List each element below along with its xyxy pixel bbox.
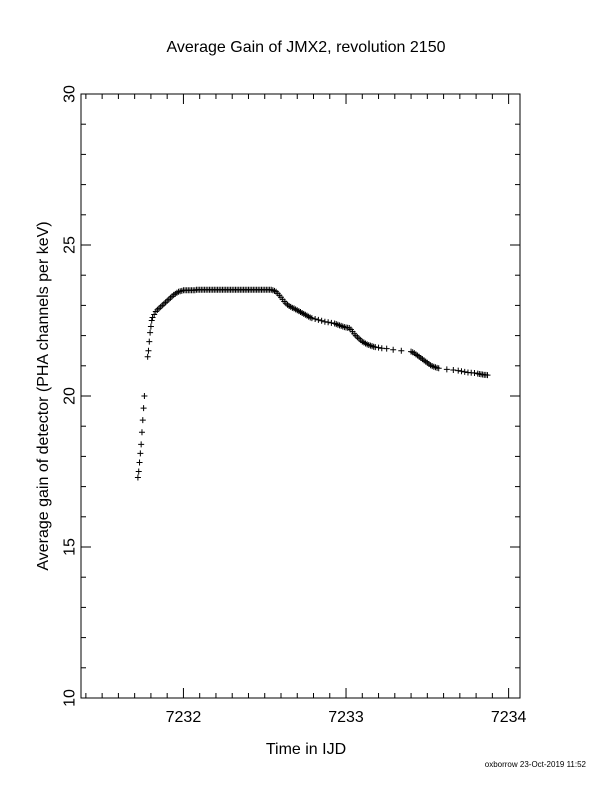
data-point bbox=[461, 368, 468, 375]
x-axis-label: Time in IJD bbox=[266, 741, 346, 758]
data-point bbox=[138, 429, 145, 436]
data-point bbox=[398, 347, 405, 354]
data-point bbox=[312, 315, 319, 322]
data-point bbox=[484, 372, 491, 379]
data-point bbox=[443, 366, 450, 373]
data-point bbox=[141, 393, 148, 399]
data-point bbox=[318, 317, 325, 324]
data-point bbox=[435, 365, 442, 372]
data-point bbox=[390, 346, 397, 353]
data-point bbox=[471, 370, 478, 377]
axis-ticks bbox=[81, 93, 520, 699]
y-tick-label: 20 bbox=[62, 387, 79, 405]
x-tick-label: 7232 bbox=[166, 709, 202, 726]
data-point bbox=[148, 317, 155, 324]
x-tick-label: 7233 bbox=[328, 709, 364, 726]
y-tick-label: 15 bbox=[62, 538, 79, 556]
data-point bbox=[149, 314, 156, 321]
y-tick-labels: 10 15 20 25 30 bbox=[62, 85, 79, 707]
data-point bbox=[134, 474, 141, 481]
data-point bbox=[458, 368, 465, 375]
data-point bbox=[308, 315, 315, 322]
data-point bbox=[138, 441, 145, 448]
data-point bbox=[315, 316, 322, 323]
data-point bbox=[145, 347, 152, 354]
data-point bbox=[375, 344, 382, 351]
data-point bbox=[151, 311, 158, 318]
data-point bbox=[321, 318, 328, 325]
data-point bbox=[140, 405, 147, 412]
data-point bbox=[328, 319, 335, 326]
x-tick-label: 7234 bbox=[491, 709, 527, 726]
data-point bbox=[450, 367, 457, 374]
data-point bbox=[325, 319, 332, 326]
data-points bbox=[134, 286, 491, 481]
y-axis-label: Average gain of detector (PHA channels p… bbox=[35, 221, 52, 570]
data-point bbox=[136, 459, 143, 466]
data-point bbox=[372, 344, 379, 351]
data-point bbox=[147, 329, 154, 336]
y-tick-label: 25 bbox=[62, 236, 79, 254]
y-tick-label: 10 bbox=[62, 689, 79, 707]
footer-credit: oxborrow 23-Oct-2019 11:52 bbox=[484, 760, 586, 769]
x-tick-labels: 7232 7233 7234 bbox=[166, 709, 527, 726]
data-point bbox=[455, 367, 462, 374]
data-point bbox=[147, 323, 154, 330]
data-point bbox=[137, 450, 144, 457]
y-tick-label: 30 bbox=[62, 85, 79, 103]
data-point bbox=[146, 338, 153, 345]
chart-title: Average Gain of JMX2, revolution 2150 bbox=[167, 39, 446, 56]
data-point bbox=[383, 345, 390, 352]
data-point bbox=[139, 417, 146, 424]
data-point bbox=[135, 468, 142, 475]
data-point bbox=[144, 353, 151, 360]
